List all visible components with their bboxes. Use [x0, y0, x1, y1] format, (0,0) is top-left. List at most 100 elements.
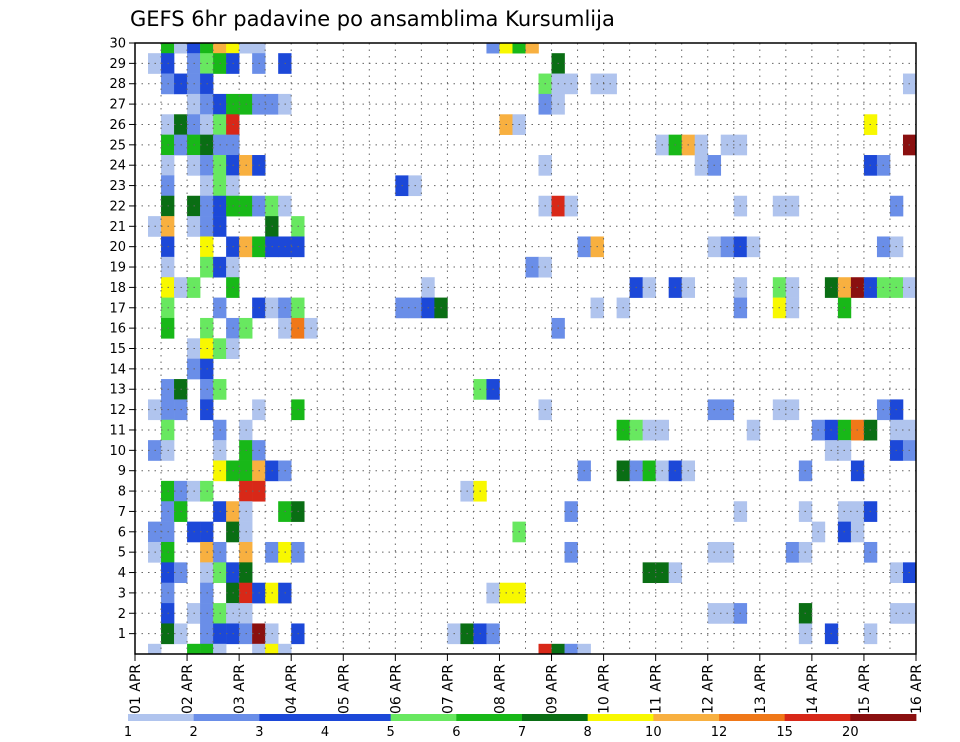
legend-swatch: [850, 714, 917, 721]
x-tick-label: 05 APR: [336, 664, 352, 714]
y-axis-ticks: 1234567891011121314151617181920212223242…: [109, 37, 135, 642]
y-tick-label: 2: [118, 607, 126, 622]
plot-grid: [135, 42, 916, 654]
x-tick-label: 11 APR: [649, 664, 665, 714]
heatmap-cell: [226, 43, 240, 54]
legend-label: 2: [190, 725, 198, 740]
x-tick-label: 06 APR: [388, 664, 404, 714]
heatmap-cell: [551, 643, 565, 655]
y-tick-label: 21: [109, 220, 126, 235]
y-tick-label: 3: [118, 586, 126, 601]
legend-swatch: [587, 714, 654, 721]
legend-swatch: [456, 714, 523, 721]
heatmap-cell: [213, 43, 227, 54]
legend-label: 5: [387, 725, 395, 740]
legend-swatch: [390, 714, 457, 721]
y-tick-label: 6: [118, 525, 126, 540]
heatmap-cell: [213, 643, 227, 655]
heatmap-cell: [174, 43, 188, 54]
heatmap-cell: [239, 43, 253, 54]
legend-label: 6: [452, 725, 460, 740]
y-tick-label: 5: [118, 546, 126, 561]
heatmap-cell: [187, 43, 201, 54]
y-tick-label: 11: [109, 423, 126, 438]
legend-label: 7: [518, 725, 526, 740]
x-tick-label: 15 APR: [857, 664, 873, 714]
heatmap-cell: [200, 43, 214, 54]
legend-label: 8: [584, 725, 592, 740]
heatmap-cell: [200, 643, 214, 655]
x-tick-label: 08 APR: [492, 664, 508, 714]
legend-swatch: [128, 714, 195, 721]
y-tick-label: 23: [109, 179, 126, 194]
legend-label: 1: [124, 725, 132, 740]
heatmap-cell: [148, 643, 162, 655]
legend-label: 12: [711, 725, 728, 740]
x-tick-label: 01 APR: [128, 664, 144, 714]
y-tick-label: 29: [109, 57, 126, 72]
y-tick-label: 18: [109, 281, 126, 296]
heatmap-cell: [265, 643, 279, 655]
y-tick-label: 15: [109, 342, 126, 357]
y-tick-label: 30: [109, 37, 126, 52]
heatmap-cell: [278, 643, 292, 655]
heatmap-cell: [252, 43, 266, 54]
y-tick-label: 9: [118, 464, 126, 479]
y-tick-label: 17: [109, 301, 126, 316]
x-tick-label: 07 APR: [440, 664, 456, 714]
heatmap-cell: [187, 643, 201, 655]
y-tick-label: 22: [109, 199, 126, 214]
x-tick-label: 14 APR: [805, 664, 821, 714]
y-tick-label: 20: [109, 240, 126, 255]
legend-swatch: [784, 714, 851, 721]
x-tick-label: 10 APR: [597, 664, 613, 714]
heatmap-cell: [161, 43, 175, 54]
y-tick-label: 12: [109, 403, 126, 418]
x-tick-label: 02 APR: [180, 664, 196, 714]
x-tick-label: 09 APR: [545, 664, 561, 714]
legend-swatch: [719, 714, 786, 721]
x-axis-ticks: 01 APR 02 APR 03 APR 04 APR 05 APR 06 APR 07 A…: [128, 654, 925, 714]
legend-swatch: [325, 714, 392, 721]
legend-swatch: [259, 714, 326, 721]
y-tick-label: 7: [118, 505, 126, 520]
y-tick-label: 16: [109, 322, 126, 337]
y-tick-label: 10: [109, 444, 126, 459]
legend-label: 4: [321, 725, 329, 740]
heatmap-cells: [148, 43, 917, 655]
legend-swatch: [522, 714, 589, 721]
legend-swatch: [653, 714, 720, 721]
y-tick-label: 19: [109, 261, 126, 276]
y-tick-label: 1: [118, 627, 126, 642]
color-legend: 1 2 3 4 5 6 7 8 10 12 15 20: [124, 714, 917, 740]
legend-swatch: [193, 714, 260, 721]
heatmap-cell: [538, 643, 552, 655]
y-tick-label: 27: [109, 98, 126, 113]
legend-label: 20: [842, 725, 859, 740]
heatmap-cell: [577, 643, 591, 655]
y-tick-label: 4: [118, 566, 126, 581]
legend-label: 10: [645, 725, 662, 740]
y-tick-label: 26: [109, 118, 126, 133]
legend-label: 15: [776, 725, 793, 740]
chart-title: GEFS 6hr padavine po ansamblima Kursumli…: [130, 7, 615, 31]
heatmap-cell: [525, 43, 539, 54]
heatmap-cell: [564, 643, 578, 655]
x-tick-label: 12 APR: [701, 664, 717, 714]
y-tick-label: 8: [118, 485, 126, 500]
x-tick-label: 04 APR: [284, 664, 300, 714]
y-tick-label: 25: [109, 138, 126, 153]
y-tick-label: 14: [109, 362, 126, 377]
heatmap-cell: [512, 43, 526, 54]
heatmap-cell: [486, 43, 500, 54]
heatmap-cell: [252, 643, 266, 655]
y-tick-label: 24: [109, 159, 126, 174]
x-tick-label: 13 APR: [753, 664, 769, 714]
y-tick-label: 13: [109, 383, 126, 398]
x-tick-label: 03 APR: [232, 664, 248, 714]
heatmap-cell: [499, 43, 513, 54]
legend-label: 3: [255, 725, 263, 740]
x-tick-label: 16 APR: [909, 664, 925, 714]
y-tick-label: 28: [109, 77, 126, 92]
